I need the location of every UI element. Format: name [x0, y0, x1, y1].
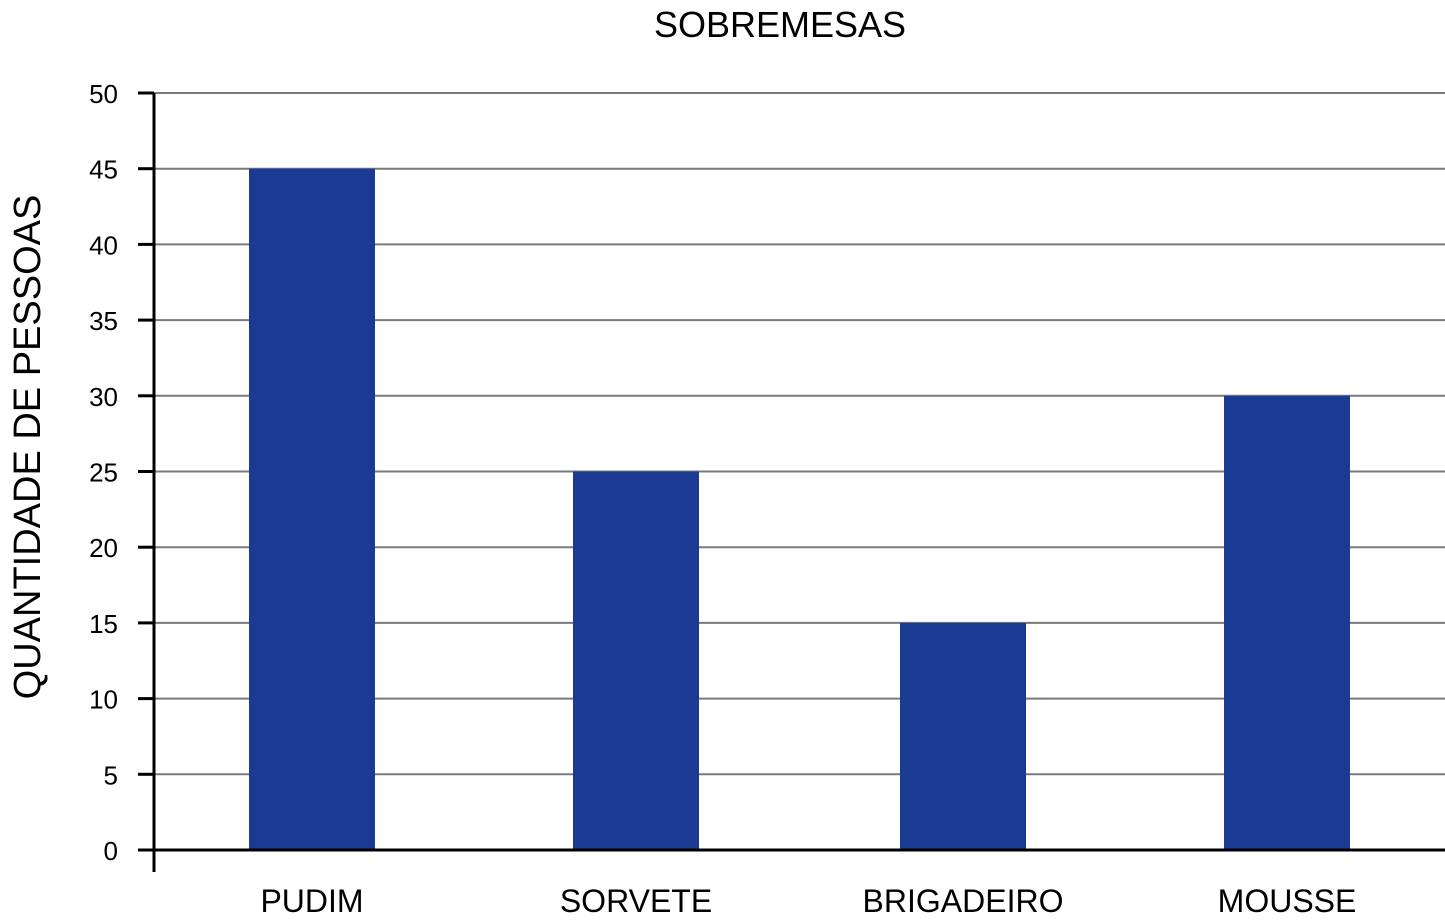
- y-tick-label: 15: [89, 609, 118, 639]
- y-tick-label: 20: [89, 533, 118, 563]
- y-tick-label: 30: [89, 382, 118, 412]
- chart-title: SOBREMESAS: [654, 4, 906, 45]
- bars: [249, 168, 1350, 850]
- y-tick-label: 5: [104, 760, 118, 790]
- y-tick-label: 10: [89, 685, 118, 715]
- y-tick-label: 25: [89, 458, 118, 488]
- y-tick-label: 45: [89, 155, 118, 185]
- y-axis-ticks: 0 5 10 15 20 25 30 35 40 45 50: [89, 79, 154, 866]
- x-category-label: BRIGADEIRO: [863, 883, 1064, 919]
- x-category-label: PUDIM: [260, 883, 363, 919]
- bar-pudim: [249, 168, 375, 850]
- x-axis-labels: PUDIM SORVETE BRIGADEIRO MOUSSE: [260, 883, 1356, 919]
- x-category-label: MOUSSE: [1218, 883, 1357, 919]
- y-tick-label: 35: [89, 306, 118, 336]
- x-category-label: SORVETE: [560, 883, 712, 919]
- y-tick-label: 50: [89, 79, 118, 109]
- y-tick-label: 0: [104, 836, 118, 866]
- bar-brigadeiro: [900, 622, 1026, 850]
- bar-mousse: [1224, 395, 1350, 850]
- y-tick-label: 40: [89, 230, 118, 260]
- bar-sorvete: [573, 471, 699, 850]
- y-axis-label: QUANTIDADE DE PESSOAS: [7, 195, 49, 700]
